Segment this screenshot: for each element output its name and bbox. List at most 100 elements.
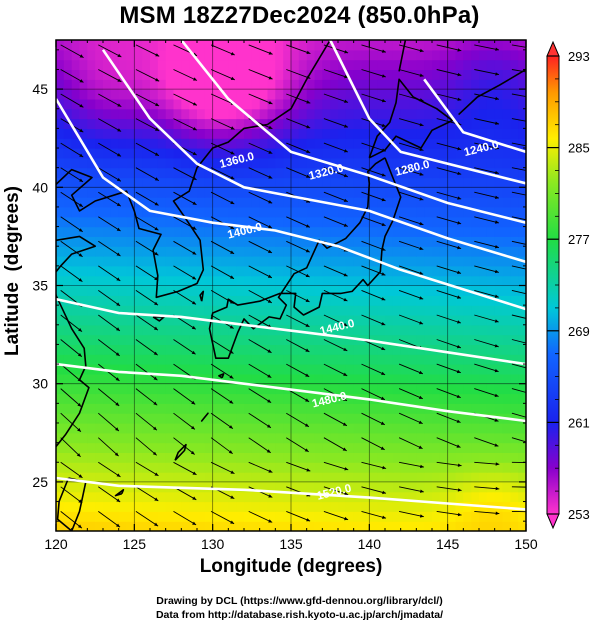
wind-arrowhead (419, 48, 424, 53)
wind-arrowhead (267, 374, 272, 378)
wind-arrowhead (117, 128, 122, 132)
wind-streamline (361, 388, 386, 401)
wind-streamline (135, 142, 160, 157)
wind-arrowhead (117, 153, 121, 157)
wind-streamline (398, 118, 424, 127)
wind-streamline (436, 412, 461, 423)
wind-streamline (210, 167, 235, 180)
wind-arrowhead (418, 445, 423, 449)
wind-streamline (511, 118, 526, 122)
wind-arrowhead (268, 469, 273, 473)
wind-arrowhead (116, 302, 121, 306)
wind-streamline (361, 314, 386, 326)
wind-arrowhead (533, 195, 537, 198)
wind-arrowhead (533, 72, 537, 75)
wind-streamline (98, 44, 122, 58)
wind-streamline (210, 93, 235, 106)
wind-arrowhead (343, 397, 347, 401)
wind-streamline (323, 69, 349, 79)
wind-streamlines (60, 44, 537, 529)
wind-arrowhead (495, 47, 499, 51)
wind-arrowhead (306, 149, 311, 153)
wind-streamline (210, 388, 234, 404)
wind-arrowhead (230, 470, 235, 474)
wind-arrowhead (344, 124, 348, 128)
wind-streamline (474, 388, 499, 397)
wind-streamline (511, 216, 526, 221)
wind-arrowhead (533, 170, 537, 174)
wind-streamline (248, 437, 271, 454)
wind-streamline (398, 44, 424, 52)
wind-streamline (511, 265, 526, 270)
wind-streamline (248, 314, 272, 329)
wind-arrowhead (154, 522, 159, 527)
wind-streamline (248, 69, 273, 80)
wind-arrowhead (494, 269, 499, 274)
wind-streamline (135, 314, 159, 331)
wind-streamline (60, 314, 83, 332)
wind-arrowhead (155, 53, 160, 57)
wind-streamline (248, 44, 273, 55)
wind-arrowhead (192, 251, 197, 255)
wind-streamline (398, 314, 424, 325)
wind-streamline (98, 486, 121, 503)
wind-arrowhead (268, 175, 273, 179)
wind-arrowhead (79, 128, 84, 133)
wind-streamline (436, 363, 461, 374)
wind-arrowhead (495, 121, 499, 125)
wind-arrowhead (192, 151, 197, 155)
contour-line-1280 (329, 40, 526, 185)
wind-arrowhead (494, 418, 499, 422)
y-tick-label: 30 (32, 376, 48, 392)
wind-streamline (286, 461, 311, 472)
wind-streamline (474, 363, 499, 373)
wind-streamline (98, 314, 121, 332)
wind-streamline (474, 289, 499, 298)
wind-arrowhead (495, 511, 500, 515)
wind-arrowhead (116, 473, 121, 477)
wind-streamline (436, 461, 462, 467)
wind-streamline (474, 44, 500, 51)
wind-streamline (248, 461, 273, 473)
wind-arrowhead (494, 294, 499, 298)
wind-streamline (511, 191, 526, 196)
wind-arrowhead (381, 74, 386, 78)
wind-streamline (173, 265, 197, 280)
wind-streamline (474, 240, 500, 249)
colorbar-max-triangle (546, 40, 560, 57)
wind-arrowhead (342, 447, 347, 451)
wind-arrowhead (306, 468, 311, 472)
wind-arrowhead (343, 322, 348, 326)
wind-arrowhead (382, 490, 386, 495)
wind-arrowhead (154, 227, 159, 231)
wind-streamline (399, 510, 424, 518)
coastline (398, 40, 407, 72)
wind-arrowhead (457, 295, 461, 299)
wind-streamline (436, 437, 461, 448)
wind-arrowhead (268, 519, 273, 523)
wind-arrowhead (116, 327, 120, 331)
wind-arrowhead (456, 394, 461, 398)
wind-streamline (98, 191, 122, 207)
wind-arrowhead (533, 318, 537, 321)
wind-streamline (248, 388, 272, 403)
wind-streamline (361, 461, 387, 469)
height-contours (56, 40, 526, 511)
wind-streamline (210, 461, 235, 475)
wind-streamline (474, 167, 500, 174)
wind-streamline (248, 363, 272, 378)
wind-streamline (60, 363, 82, 382)
wind-streamline (286, 69, 311, 79)
wind-streamline (286, 240, 310, 253)
wind-arrowhead (382, 515, 386, 519)
wind-streamline (210, 44, 235, 56)
wind-arrowhead (381, 123, 386, 127)
wind-arrowhead (381, 222, 386, 226)
x-axis-ticks: 120 125 130 135 140 145 150 (44, 40, 538, 552)
wind-arrowhead (153, 376, 158, 381)
wind-streamline (173, 118, 197, 131)
wind-arrowhead (154, 472, 159, 476)
colorbar-tick-label: 269 (568, 324, 590, 339)
wind-streamline (135, 290, 159, 306)
wind-arrowhead (305, 348, 310, 352)
